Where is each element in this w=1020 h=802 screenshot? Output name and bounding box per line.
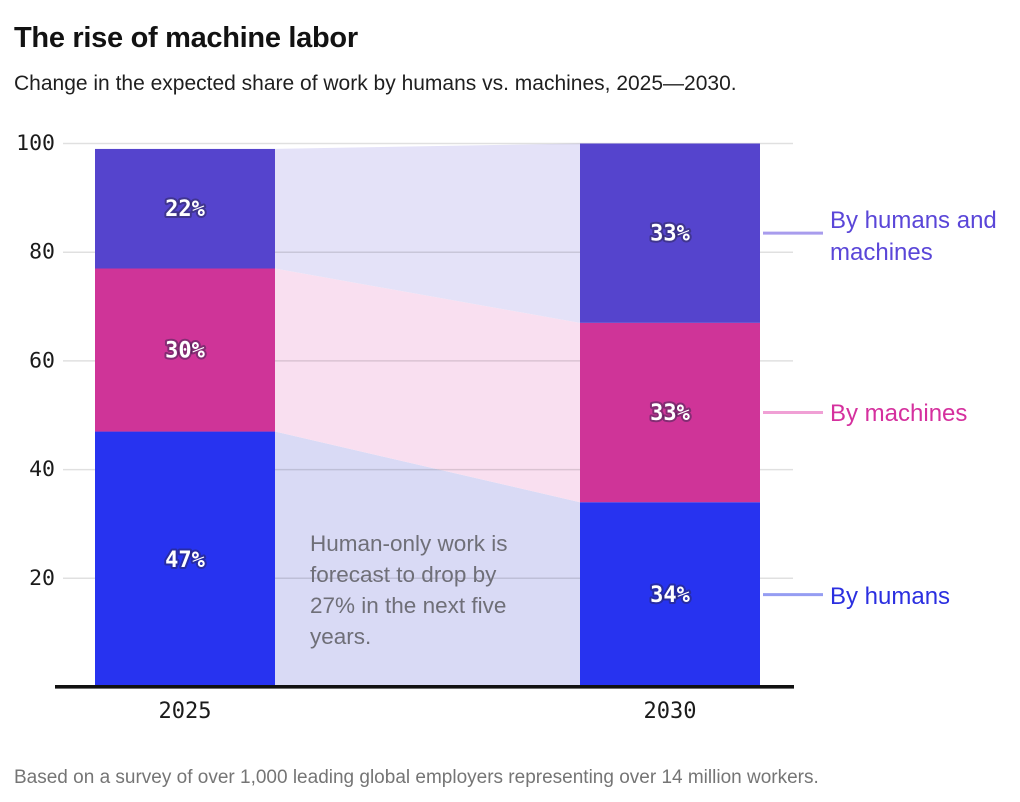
bar-value-label: 30%	[165, 339, 205, 364]
page-title: The rise of machine labor	[14, 22, 358, 54]
bar-segment-2025-by-humans-and-machines	[95, 148, 275, 269]
legend-label-by-machines: By machines	[830, 400, 968, 427]
bar-value-label: 33%	[650, 401, 690, 426]
y-tick-label-100: 100	[16, 131, 55, 156]
bar-segment-2025-by-humans	[95, 431, 275, 687]
x-axis-line	[55, 685, 794, 689]
bar-segment-2030-by-humans	[580, 502, 760, 687]
flow-band-by-humans-and-machines	[275, 143, 580, 323]
x-tick-label-2025: 2025	[159, 699, 212, 724]
flow-band-by-humans	[275, 431, 580, 687]
chart-canvas: 47% 34% 30% 33% 22% 33% 20 40 60 80 100 2025 2030	[16, 131, 823, 724]
bar-value-label: 47%	[165, 548, 205, 573]
bar-value-label: 22%	[165, 197, 205, 222]
bar-segment-2030-by-humans-and-machines	[580, 143, 760, 323]
y-tick-label-40: 40	[29, 457, 55, 482]
legend-label-by-humans-and-machines: By humans and machines	[830, 207, 997, 266]
bar-segment-2025-by-machines	[95, 268, 275, 432]
page-subtitle: Change in the expected share of work by …	[14, 72, 737, 95]
source-note: Based on a survey of over 1,000 leading …	[14, 767, 819, 788]
bar-value-label: 34%	[650, 583, 690, 608]
bar-segment-2030-by-machines	[580, 322, 760, 503]
y-tick-label-60: 60	[29, 348, 55, 373]
y-tick-label-20: 20	[29, 566, 55, 591]
bar-value-label: 33%	[650, 222, 690, 247]
x-tick-label-2030: 2030	[644, 699, 697, 724]
flow-band-by-machines	[275, 268, 580, 503]
legend-label-by-humans: By humans	[830, 583, 951, 610]
y-tick-label-80: 80	[29, 240, 55, 265]
chart-annotation: Human-only work is forecast to drop by 2…	[310, 531, 508, 649]
